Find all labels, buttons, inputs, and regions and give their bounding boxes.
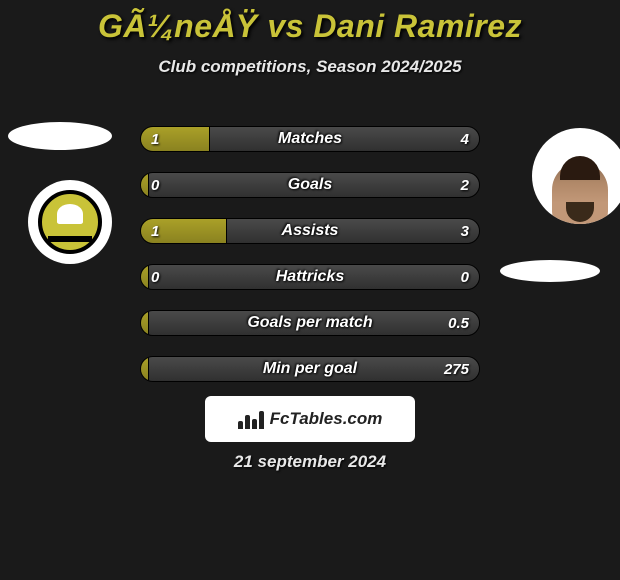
bar-fill-right <box>148 265 479 289</box>
bar-fill-right <box>148 311 479 335</box>
bar-divider <box>148 173 149 197</box>
bar-value-right: 3 <box>461 219 469 243</box>
page-title: GÃ¼neÅŸ vs Dani Ramirez <box>0 8 620 45</box>
stat-bar: Matches14 <box>140 126 480 152</box>
source-text: FcTables.com <box>270 409 383 429</box>
bar-fill-left <box>141 173 148 197</box>
stat-bar: Goals per match0.5 <box>140 310 480 336</box>
bar-fill-right <box>148 357 479 381</box>
comparison-bar-group: Matches14Goals02Assists13Hattricks00Goal… <box>140 126 480 402</box>
bar-value-left: 1 <box>151 219 159 243</box>
bar-fill-left <box>141 311 148 335</box>
infographic-content: GÃ¼neÅŸ vs Dani Ramirez Club competition… <box>0 0 620 580</box>
player-left-avatar-placeholder <box>8 122 112 150</box>
bar-value-left: 1 <box>151 127 159 151</box>
date-text: 21 september 2024 <box>0 452 620 472</box>
bar-fill-left <box>141 265 148 289</box>
bar-divider <box>209 127 210 151</box>
player-right-avatar <box>532 128 620 224</box>
bar-value-right: 4 <box>461 127 469 151</box>
stat-bar: Hattricks00 <box>140 264 480 290</box>
player-left-club-badge <box>28 180 112 264</box>
bar-divider <box>148 357 149 381</box>
bar-fill-right <box>226 219 480 243</box>
bar-divider <box>148 265 149 289</box>
bar-fill-right <box>148 173 479 197</box>
crest-icon <box>38 190 102 254</box>
bar-fill-right <box>209 127 479 151</box>
bar-value-right: 0 <box>461 265 469 289</box>
face-icon <box>552 162 608 224</box>
source-badge: FcTables.com <box>205 396 415 442</box>
bar-divider <box>148 311 149 335</box>
bar-value-right: 2 <box>461 173 469 197</box>
bar-divider <box>226 219 227 243</box>
bar-chart-icon <box>238 409 264 429</box>
stat-bar: Min per goal275 <box>140 356 480 382</box>
bar-value-right: 275 <box>444 357 469 381</box>
bar-value-right: 0.5 <box>448 311 469 335</box>
bar-value-left: 0 <box>151 173 159 197</box>
bar-value-left: 0 <box>151 265 159 289</box>
stat-bar: Goals02 <box>140 172 480 198</box>
subtitle: Club competitions, Season 2024/2025 <box>0 57 620 77</box>
stat-bar: Assists13 <box>140 218 480 244</box>
bar-fill-left <box>141 357 148 381</box>
player-right-club-badge-placeholder <box>500 260 600 282</box>
